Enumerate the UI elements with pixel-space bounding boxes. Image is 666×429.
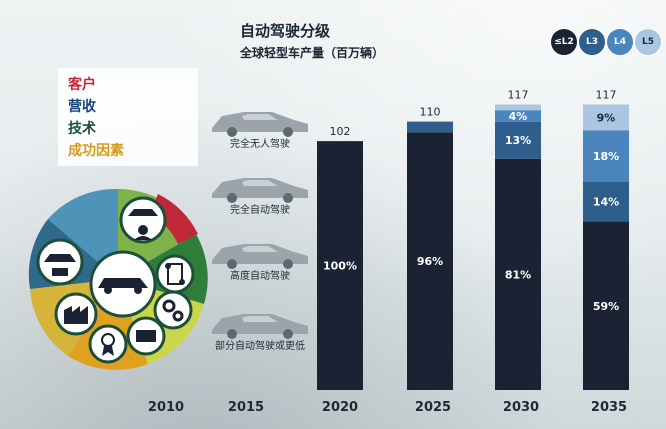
level-row-l3: 高度自动驾驶 <box>208 236 312 283</box>
legend-badge-l4: L4 <box>606 28 634 56</box>
menu-item-success-factors[interactable]: 成功因素 <box>68 143 124 159</box>
chart-title: 自动驾驶分级 <box>240 22 331 40</box>
bar-total-2035: 117 <box>596 89 617 102</box>
x-tick-2030: 2030 <box>502 400 540 415</box>
bar-2030-L5 <box>495 104 541 111</box>
topic-wheel <box>28 188 208 370</box>
center-car-icon <box>89 250 157 318</box>
topic-menu: 客户 营收 技术 成功因素 <box>58 68 198 166</box>
bar-2030-L3 <box>495 121 541 159</box>
legend-badge-l3: L3 <box>578 28 606 56</box>
bar-total-2025: 110 <box>420 106 441 119</box>
bar-2035-L5 <box>583 104 629 131</box>
bar-label-2025-≤L2: 96% <box>417 255 443 268</box>
bar-label-2035-L5: 9% <box>597 111 616 124</box>
car-l2-icon <box>212 314 308 339</box>
x-tick-2010: 2010 <box>147 400 185 415</box>
bar-label-2035-L4: 18% <box>593 150 619 163</box>
car-label-l4: 完全自动驾驶 <box>230 205 290 216</box>
chassis-icon <box>155 254 195 294</box>
bar-2035-≤L2 <box>583 221 629 390</box>
bar-2025-L3 <box>407 121 453 133</box>
engine-icon <box>126 316 166 356</box>
bar-2025-≤L2 <box>407 132 453 390</box>
legend-badge-l5: L5 <box>634 28 662 56</box>
bar-total-2020: 102 <box>330 125 351 138</box>
award-icon <box>88 324 128 364</box>
car-label-l5: 完全无人驾驶 <box>230 139 290 150</box>
car-l3-icon <box>212 244 308 269</box>
bar-2030-L4 <box>495 110 541 122</box>
factory-icon <box>54 292 98 336</box>
menu-item-customer[interactable]: 客户 <box>68 77 96 93</box>
bar-label-2035-L3: 14% <box>593 196 619 209</box>
x-tick-2025: 2025 <box>414 400 452 415</box>
car-l4-icon <box>212 178 308 203</box>
chart-subtitle: 全球轻型车产量（百万辆） <box>240 46 385 60</box>
level-row-l5: 完全无人驾驶 <box>208 104 312 151</box>
legend-badge-l2: ≤L2 <box>550 28 578 56</box>
bar-2035-L4 <box>583 130 629 182</box>
level-row-l4: 完全自动驾驶 <box>208 170 312 217</box>
gears-icon <box>153 290 193 330</box>
car-l5-icon <box>212 112 308 137</box>
menu-item-revenue[interactable]: 营收 <box>68 99 96 115</box>
x-tick-2020: 2020 <box>321 400 359 415</box>
x-tick-2015: 2015 <box>227 400 265 415</box>
menu-item-technology[interactable]: 技术 <box>68 121 96 137</box>
bar-2020-≤L2 <box>317 141 363 390</box>
bar-label-2030-L4: 4% <box>509 110 528 123</box>
car-label-l3: 高度自动驾驶 <box>230 271 290 282</box>
car-label-l2: 部分自动驾驶或更低 <box>215 341 305 352</box>
bar-total-2030: 117 <box>508 89 529 102</box>
level-row-l2: 部分自动驾驶或更低 <box>208 306 312 353</box>
bar-2030-≤L2 <box>495 158 541 390</box>
bar-label-2030-≤L2: 81% <box>505 268 531 281</box>
bar-2035-L3 <box>583 181 629 222</box>
x-tick-2035: 2035 <box>590 400 628 415</box>
bar-label-2030-L3: 13% <box>505 134 531 147</box>
car-top-icon <box>119 196 167 244</box>
car-side-icon <box>36 238 84 286</box>
bar-label-2020-≤L2: 100% <box>323 260 357 273</box>
bar-label-2035-≤L2: 59% <box>593 300 619 313</box>
